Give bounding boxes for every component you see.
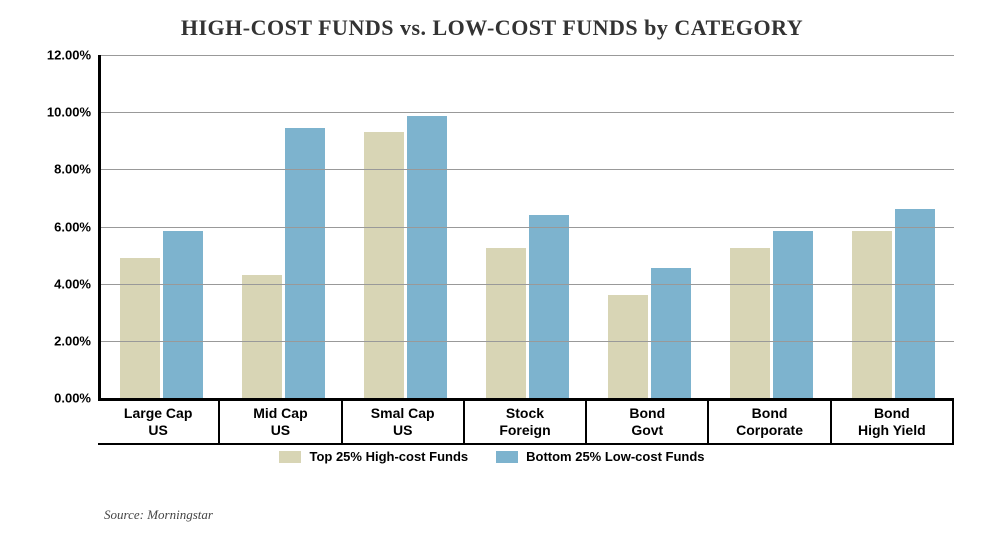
x-tick-label: Bond High Yield [830,401,954,445]
x-tick-label: Bond Corporate [707,401,829,445]
legend-swatch [496,451,518,463]
legend-item: Bottom 25% Low-cost Funds [496,449,704,464]
x-tick-label: Stock Foreign [463,401,585,445]
chart-container: HIGH-COST FUNDS vs. LOW-COST FUNDS by CA… [0,0,984,533]
bar [486,248,526,398]
bar [242,275,282,398]
y-tick-label: 6.00% [54,219,101,234]
source-label: Source: Morningstar [104,507,213,523]
chart-area: 0.00%2.00%4.00%6.00%8.00%10.00%12.00% La… [98,55,954,445]
gridline [101,284,954,285]
x-axis: Large Cap USMid Cap USSmal Cap USStock F… [98,401,954,445]
bar [773,231,813,398]
bar [407,116,447,398]
gridline [101,112,954,113]
bar [651,268,691,398]
y-tick-label: 12.00% [47,48,101,63]
legend-label: Top 25% High-cost Funds [309,449,468,464]
y-tick-label: 8.00% [54,162,101,177]
bar [608,295,648,398]
gridline [101,341,954,342]
gridline [101,55,954,56]
bar [529,215,569,398]
x-tick-label: Mid Cap US [218,401,340,445]
x-tick-label: Large Cap US [98,401,218,445]
bar [852,231,892,398]
x-tick-label: Smal Cap US [341,401,463,445]
gridline [101,169,954,170]
bar [895,209,935,398]
bar [364,132,404,398]
y-tick-label: 0.00% [54,391,101,406]
x-tick-label: Bond Govt [585,401,707,445]
y-tick-label: 2.00% [54,333,101,348]
gridline [101,227,954,228]
chart-title: HIGH-COST FUNDS vs. LOW-COST FUNDS by CA… [20,15,964,41]
legend-item: Top 25% High-cost Funds [279,449,468,464]
plot-area: 0.00%2.00%4.00%6.00%8.00%10.00%12.00% [98,55,954,401]
legend-label: Bottom 25% Low-cost Funds [526,449,704,464]
bar [120,258,160,398]
bar [730,248,770,398]
y-tick-label: 4.00% [54,276,101,291]
legend-swatch [279,451,301,463]
bar [163,231,203,398]
legend: Top 25% High-cost Funds Bottom 25% Low-co… [20,449,964,464]
y-tick-label: 10.00% [47,105,101,120]
